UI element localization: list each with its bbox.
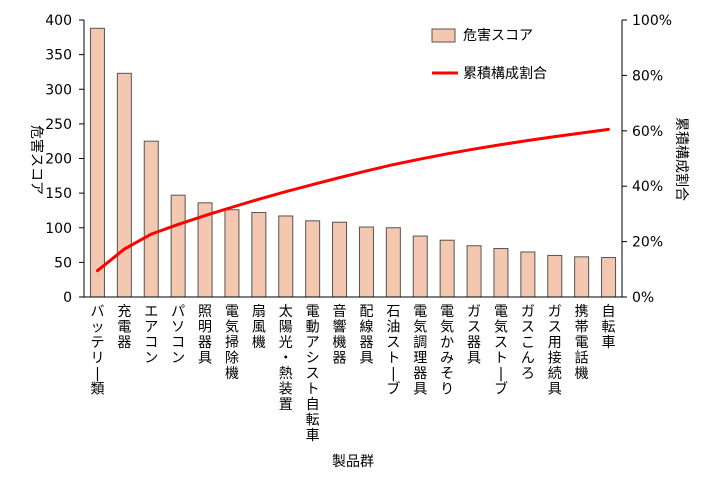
bar bbox=[358, 226, 374, 298]
left-y-ticks: 0 50 100 150 200 250 300 350 400 bbox=[45, 13, 84, 306]
category-label: 自転車 bbox=[602, 304, 616, 351]
category-label: 扇風機 bbox=[252, 304, 266, 351]
category-label: 太陽光・熱装置 bbox=[279, 304, 293, 413]
category-label: ガス器具 bbox=[467, 304, 481, 367]
bar bbox=[439, 239, 455, 298]
bar bbox=[305, 220, 321, 298]
right-y-ticks: 0% 20% 40% 60% 80% 100% bbox=[622, 13, 672, 306]
bar bbox=[547, 254, 563, 298]
right-tick-label: 20% bbox=[632, 235, 663, 251]
right-tick-label: 80% bbox=[632, 68, 663, 84]
category-label: 石油スト|ブ bbox=[386, 304, 400, 398]
category-label: 電気スト|ブ bbox=[494, 304, 508, 398]
bar bbox=[385, 227, 401, 298]
bar bbox=[278, 215, 294, 298]
category-label: 配線器具 bbox=[359, 304, 373, 367]
category-label: 電動アシスト自転車 bbox=[306, 304, 320, 444]
category-label: 電気調理器具 bbox=[413, 304, 427, 398]
left-tick-label: 50 bbox=[54, 255, 72, 271]
bar bbox=[601, 257, 617, 298]
left-tick-label: 250 bbox=[45, 117, 72, 133]
left-tick-label: 0 bbox=[63, 290, 72, 306]
bar bbox=[493, 248, 509, 298]
bar bbox=[143, 140, 159, 298]
category-label: 充電器 bbox=[117, 304, 131, 351]
category-label: 電気かみそり bbox=[440, 304, 454, 398]
legend: 危害スコア 累積構成割合 bbox=[431, 28, 547, 82]
bar bbox=[116, 72, 132, 298]
category-label: 電気掃除機 bbox=[225, 304, 239, 382]
category-label: 携帯電話機 bbox=[575, 304, 589, 382]
bar bbox=[89, 27, 105, 298]
right-y-axis-title: 累積構成割合 bbox=[673, 117, 690, 201]
x-axis-title: 製品群 bbox=[332, 454, 374, 470]
left-tick-label: 350 bbox=[45, 48, 72, 64]
category-label: バッテリ|類 bbox=[90, 304, 104, 398]
legend-bar-swatch bbox=[431, 28, 456, 43]
bar bbox=[251, 212, 267, 298]
left-tick-label: 100 bbox=[45, 221, 72, 237]
bar bbox=[224, 209, 240, 298]
left-y-axis-title: 危害スコア bbox=[28, 125, 44, 195]
category-label: エアコン bbox=[144, 304, 158, 367]
right-tick-label: 0% bbox=[632, 290, 654, 306]
bar bbox=[332, 221, 348, 298]
category-label: ガス用接続具 bbox=[548, 304, 562, 398]
left-tick-label: 150 bbox=[45, 186, 72, 202]
left-tick-label: 200 bbox=[45, 152, 72, 168]
right-tick-label: 100% bbox=[632, 13, 672, 29]
left-tick-label: 300 bbox=[45, 82, 72, 98]
left-tick-label: 400 bbox=[45, 13, 72, 29]
right-tick-label: 60% bbox=[632, 124, 663, 140]
bar bbox=[170, 194, 186, 298]
bar-series bbox=[89, 27, 617, 298]
right-tick-label: 40% bbox=[632, 179, 663, 195]
category-label: ガスこんろ bbox=[521, 304, 535, 382]
bar bbox=[466, 245, 482, 298]
legend-line-label: 累積構成割合 bbox=[463, 65, 547, 82]
category-label: 照明器具 bbox=[198, 304, 212, 367]
category-label: 音響機器 bbox=[333, 303, 347, 367]
category-label: パソコン bbox=[171, 304, 185, 367]
category-labels: バッテリ|類充電器エアコンパソコン照明器具電気掃除機扇風機太陽光・熱装置電動アシ… bbox=[90, 303, 615, 444]
legend-bar-label: 危害スコア bbox=[463, 28, 533, 44]
bar bbox=[520, 251, 536, 298]
cumulative-line bbox=[95, 127, 611, 273]
bar bbox=[574, 256, 590, 298]
line-series bbox=[95, 127, 611, 273]
bar bbox=[412, 235, 428, 298]
